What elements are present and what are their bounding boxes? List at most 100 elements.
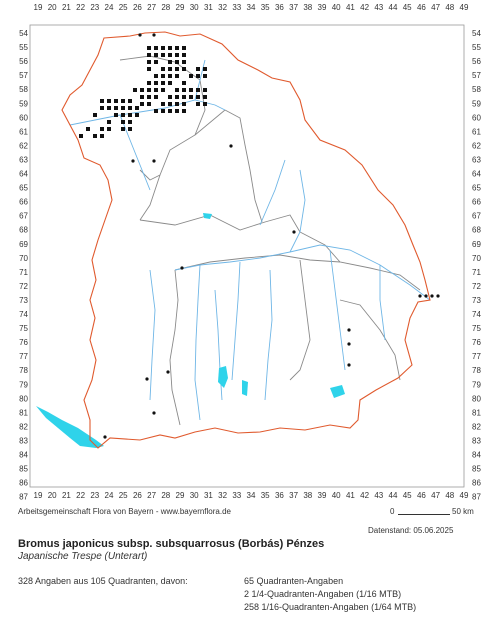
occurrence-cell: [140, 88, 144, 92]
occurrence-cell: [114, 113, 118, 117]
occurrence-cell: [128, 120, 132, 124]
occurrence-cell: [168, 102, 172, 106]
data-date: Datenstand: 05.06.2025: [368, 526, 454, 535]
occurrence-cell: [168, 109, 172, 113]
y-tick-label: 69: [472, 240, 481, 249]
y-tick-label: 70: [472, 254, 481, 263]
occurrence-cell: [182, 81, 186, 85]
y-tick-label: 68: [19, 226, 28, 235]
occurrence-cell: [168, 67, 172, 71]
y-tick-label: 74: [19, 310, 28, 319]
occurrence-cell: [203, 88, 207, 92]
scale-zero-label: 0: [390, 507, 395, 516]
x-tick-label: 37: [289, 491, 298, 500]
occurrence-cell: [196, 74, 200, 78]
x-tick-label: 20: [48, 3, 57, 12]
y-axis-left: 54 55 56 57 58 59 60 61 62 63 64 65 66 67 68 69 70 71 72 73…: [19, 29, 28, 500]
occurrence-cell: [161, 81, 165, 85]
y-tick-label: 75: [472, 324, 481, 333]
common-name: Japanische Trespe (Unterart): [18, 551, 148, 562]
x-tick-label: 43: [374, 491, 383, 500]
y-tick-label: 66: [472, 198, 481, 207]
occurrence-points: [103, 33, 440, 439]
y-tick-label: 56: [472, 57, 481, 66]
y-tick-label: 65: [19, 184, 28, 193]
occurrence-cell: [140, 95, 144, 99]
occurrence-cell: [121, 120, 125, 124]
occurrence-point: [180, 266, 184, 270]
y-tick-label: 80: [472, 394, 481, 403]
x-tick-label: 35: [261, 3, 270, 12]
occurrence-point: [292, 230, 296, 234]
occurrence-cell: [182, 95, 186, 99]
summary-text: 328 Angaben aus 105 Quadranten, davon:: [18, 576, 188, 586]
y-tick-label: 63: [472, 155, 481, 164]
occurrence-point: [430, 294, 434, 298]
occurrence-point: [424, 294, 428, 298]
x-tick-label: 30: [190, 3, 199, 12]
occurrence-cell: [168, 74, 172, 78]
x-tick-label: 28: [161, 3, 170, 12]
occurrence-cell: [182, 46, 186, 50]
occurrence-cell: [182, 102, 186, 106]
x-tick-label: 47: [431, 491, 440, 500]
occurrence-point: [103, 435, 107, 439]
y-tick-label: 69: [19, 240, 28, 249]
occurrence-cell: [168, 60, 172, 64]
x-tick-label: 32: [218, 3, 227, 12]
x-tick-label: 41: [346, 491, 355, 500]
occurrence-cell: [196, 88, 200, 92]
y-tick-label: 62: [472, 141, 481, 150]
occurrence-cell: [161, 88, 165, 92]
occurrence-cell: [147, 53, 151, 57]
occurrence-cell: [168, 95, 172, 99]
y-tick-label: 81: [472, 408, 481, 417]
occurrence-cell: [147, 67, 151, 71]
occurrence-cell: [168, 81, 172, 85]
occurrence-cell: [203, 74, 207, 78]
occurrence-cell: [175, 53, 179, 57]
y-tick-label: 61: [19, 127, 28, 136]
x-tick-label: 27: [147, 491, 156, 500]
occurrence-cell: [154, 95, 158, 99]
x-tick-label: 36: [275, 491, 284, 500]
occurrence-cell: [168, 46, 172, 50]
y-tick-label: 86: [472, 479, 481, 488]
x-tick-label: 42: [360, 491, 369, 500]
lake-starnberg: [242, 380, 248, 396]
occurrence-cell: [154, 109, 158, 113]
y-tick-label: 76: [472, 338, 481, 347]
occurrence-point: [145, 377, 149, 381]
y-tick-label: 82: [472, 422, 481, 431]
y-tick-label: 63: [19, 155, 28, 164]
x-tick-label: 39: [318, 3, 327, 12]
x-tick-label: 39: [318, 491, 327, 500]
occurrence-cell: [128, 106, 132, 110]
x-tick-label: 28: [161, 491, 170, 500]
occurrence-point: [229, 144, 233, 148]
x-tick-label: 34: [247, 3, 256, 12]
occurrence-cell: [189, 74, 193, 78]
occurrence-cell: [114, 99, 118, 103]
x-tick-label: 44: [389, 491, 398, 500]
x-tick-label: 40: [332, 491, 341, 500]
x-tick-label: 29: [176, 3, 185, 12]
x-tick-label: 33: [232, 491, 241, 500]
y-tick-label: 55: [472, 43, 481, 52]
stat-quarter-quadrant: 2 1/4-Quadranten-Angaben (1/16 MTB): [244, 589, 402, 599]
occurrence-cell: [121, 127, 125, 131]
occurrence-cell: [189, 88, 193, 92]
occurrence-cell: [128, 99, 132, 103]
y-tick-label: 84: [472, 451, 481, 460]
x-tick-label: 49: [460, 3, 469, 12]
occurrence-point: [152, 159, 156, 163]
x-tick-label: 45: [403, 3, 412, 12]
occurrence-cell: [107, 99, 111, 103]
y-tick-label: 61: [472, 127, 481, 136]
y-tick-label: 77: [19, 352, 28, 361]
occurrence-cell: [175, 46, 179, 50]
occurrence-cell: [147, 95, 151, 99]
y-tick-label: 54: [472, 29, 481, 38]
y-axis-right: 54 55 56 57 58 59 60 61 62 63 64 65 66 67 68 69 70 71 72 73…: [472, 29, 481, 500]
x-tick-label: 35: [261, 491, 270, 500]
